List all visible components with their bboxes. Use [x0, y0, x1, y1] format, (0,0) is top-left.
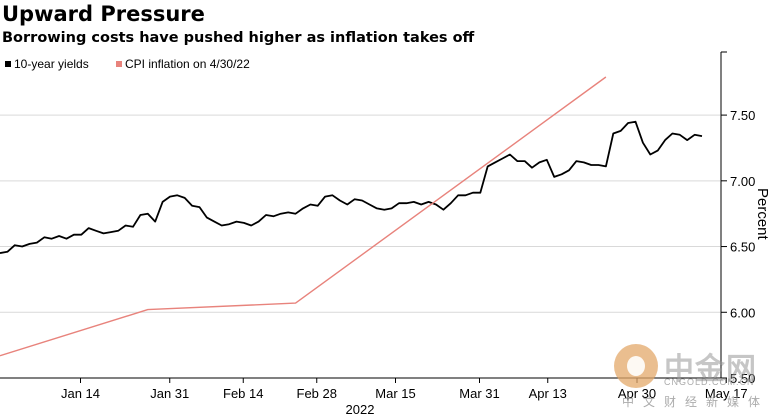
x-tick-label: Jan 31	[150, 386, 189, 401]
x-tick-label: Jan 14	[61, 386, 100, 401]
x-tick-label: Mar 15	[375, 386, 415, 401]
watermark-emblem-icon	[614, 344, 658, 388]
y-tick-label: 6.50	[730, 240, 755, 255]
series-lines	[0, 76, 703, 357]
watermark-brand: 中金网	[664, 352, 757, 387]
x-tick-label: Mar 31	[459, 386, 499, 401]
x-tick-label: Feb 14	[223, 386, 263, 401]
cpi-line	[0, 76, 607, 357]
x-tick-label: Apr 30	[618, 386, 656, 401]
watermark-tagline: 中文财经新媒体	[622, 395, 770, 409]
x-tick-label: Feb 28	[297, 386, 337, 401]
y-tick-label: 6.00	[730, 305, 755, 320]
legend-label-cpi: CPI inflation on 4/30/22	[125, 57, 250, 71]
legend-swatch-yields	[5, 61, 11, 67]
y-axis-label: Percent	[754, 188, 771, 241]
y-tick-label: 7.50	[730, 108, 755, 123]
chart-subtitle: Borrowing costs have pushed higher as in…	[2, 30, 475, 46]
yield-line	[0, 120, 703, 254]
x-tick-label: May 17	[705, 386, 748, 401]
legend-swatch-cpi	[116, 61, 122, 67]
y-axis: 5.50 6.00 6.50 7.00 7.50 Percent	[720, 51, 771, 386]
watermark-url: CNGOLD.COM.CN	[664, 377, 755, 387]
legend-label-yields: 10-year yields	[14, 57, 89, 71]
chart-title: Upward Pressure	[2, 2, 205, 26]
x-axis: Jan 14 Jan 31 Feb 14 Feb 28 Mar 15 Mar 31 Apr …	[0, 377, 748, 417]
y-tick-label: 7.00	[730, 174, 755, 189]
y-tick-label: 5.50	[730, 371, 755, 386]
x-tick-label: Apr 13	[529, 386, 567, 401]
watermark-logo: 中金网 CNGOLD.COM.CN 中文财经新媒体	[614, 344, 764, 410]
gridlines	[0, 114, 720, 379]
x-axis-year-label: 2022	[346, 402, 375, 417]
legend: 10-year yields CPI inflation on 4/30/22	[5, 57, 250, 71]
